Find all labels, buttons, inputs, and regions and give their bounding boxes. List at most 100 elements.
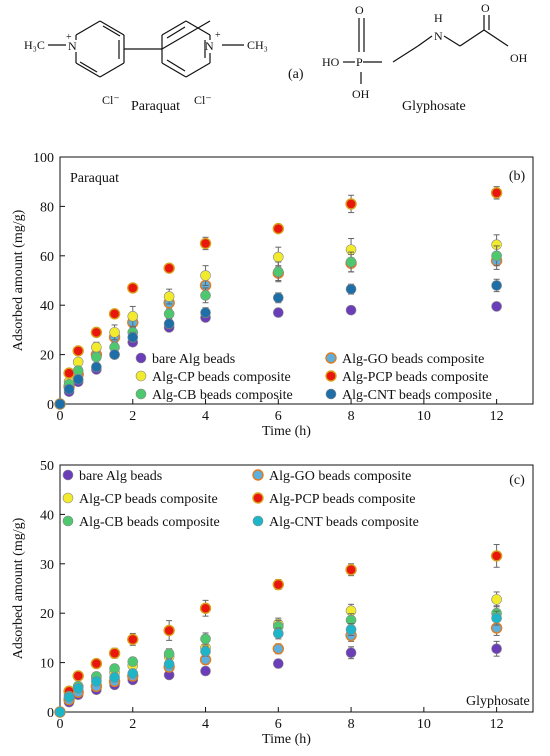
- legend-label: Alg-CNT beads composite: [269, 515, 419, 530]
- chart-glyphosate: 0 2 4 6 8 10 12 0 10 20 30 40 50 Time (h) Adsorbed amo…: [11, 459, 534, 747]
- paraquat-n-right: N: [205, 39, 214, 53]
- data-point: [200, 290, 211, 301]
- x-tick-label: 8: [348, 409, 355, 424]
- data-point: [345, 624, 357, 635]
- glyphosate-nh-h: H: [434, 11, 443, 25]
- data-point: [273, 628, 284, 639]
- data-point: [491, 612, 502, 624]
- data-point: [108, 647, 121, 659]
- x-tick-label: 6: [275, 717, 282, 732]
- x-tick-label: 0: [57, 717, 64, 732]
- x-tick-label: 12: [490, 717, 504, 732]
- structures-panel: [48, 15, 509, 84]
- data-point: [63, 367, 75, 379]
- data-point: [163, 624, 175, 637]
- data-point: [199, 602, 212, 614]
- y-tick-label: 0: [47, 706, 54, 721]
- legend-marker: [325, 388, 337, 400]
- data-point: [163, 291, 175, 302]
- data-point: [491, 643, 502, 655]
- data-point: [200, 307, 211, 318]
- panel-label: (c): [509, 473, 525, 488]
- data-point: [273, 658, 284, 669]
- data-point: [200, 270, 211, 281]
- paraquat-left-methyl: H₃C: [24, 38, 45, 52]
- x-tick-label: 8: [348, 717, 355, 732]
- glyphosate-name: Glyphosate: [402, 99, 466, 114]
- legend-marker: [135, 388, 147, 400]
- y-tick-label: 60: [40, 250, 54, 265]
- x-tick-label: 4: [202, 717, 209, 732]
- data-point: [273, 307, 284, 318]
- y-tick-label: 20: [40, 607, 54, 622]
- legend-label: Alg-GO beads composite: [342, 352, 484, 367]
- y-tick-label: 40: [40, 508, 54, 523]
- data-point: [54, 706, 66, 718]
- legend-marker: [135, 370, 147, 382]
- x-tick-label: 12: [490, 409, 504, 424]
- structure-labels: H₃C N + N + CH₃ Cl⁻ Paraquat Cl⁻ (a) HO …: [24, 1, 528, 114]
- data-point: [163, 318, 175, 330]
- x-axis-label: Time (h): [262, 732, 311, 747]
- data-point: [54, 398, 66, 410]
- data-point: [109, 663, 120, 674]
- data-point: [200, 665, 211, 677]
- paraquat-right-methyl: CH₃: [247, 38, 268, 52]
- glyphosate-o-top-p: O: [355, 3, 364, 17]
- data-point: [163, 262, 175, 274]
- data-point: [272, 222, 285, 235]
- y-tick-label: 20: [40, 349, 54, 364]
- x-axis-label: Time (h): [262, 424, 311, 439]
- paraquat-charge-left: +: [66, 32, 72, 43]
- series-alg-cnt-beads-composite: [54, 278, 502, 410]
- data-point: [163, 658, 175, 670]
- data-point: [491, 594, 502, 605]
- x-tick-label: 0: [57, 409, 64, 424]
- data-point: [127, 656, 139, 667]
- y-tick-label: 0: [47, 398, 54, 413]
- glyphosate-ho-left: HO: [322, 55, 340, 69]
- data-point: [109, 327, 120, 338]
- data-point: [490, 187, 503, 199]
- y-tick-label: 40: [40, 299, 54, 314]
- data-point: [345, 304, 357, 316]
- legend-marker: [325, 352, 337, 364]
- series-alg-pcp-beads-composite: [54, 186, 503, 410]
- data-point: [345, 564, 357, 576]
- plot-frame: [59, 156, 534, 405]
- paraquat-right-ring: [161, 20, 211, 78]
- glyphosate-oh-right: OH: [510, 51, 528, 65]
- data-point: [109, 672, 120, 683]
- x-tick-label: 10: [417, 717, 431, 732]
- data-point: [91, 341, 102, 353]
- legend-marker: [325, 370, 337, 382]
- legend-label: Alg-PCP beads composite: [342, 370, 488, 385]
- data-point: [345, 256, 357, 268]
- data-point: [345, 198, 357, 210]
- data-point: [163, 308, 175, 320]
- data-point: [273, 292, 284, 304]
- data-point: [91, 361, 102, 373]
- data-point: [91, 351, 102, 363]
- legend-marker: [252, 515, 264, 527]
- x-tick-label: 6: [275, 409, 282, 424]
- series-alg-cnt-beads-composite: [54, 610, 502, 718]
- data-point: [63, 383, 75, 395]
- data-point: [199, 237, 212, 250]
- data-point: [163, 648, 175, 660]
- legend-label: Alg-PCP beads composite: [269, 492, 415, 507]
- legend-label: bare Alg beads: [79, 469, 162, 484]
- data-point: [72, 345, 84, 357]
- glyphosate-oh-bottom: OH: [352, 87, 370, 101]
- legend-marker: [135, 352, 147, 364]
- series-alg-cp-beads-composite: [54, 591, 502, 718]
- panel-a-label: (a): [288, 67, 304, 82]
- paraquat-counterion-right: Cl⁻: [194, 93, 212, 107]
- data-point: [72, 373, 84, 385]
- glyphosate-p: P: [356, 55, 363, 69]
- data-point: [272, 643, 285, 655]
- data-point: [72, 682, 84, 694]
- paraquat-name: Paraquat: [131, 99, 180, 114]
- legend: bare Alg beads Alg-GO beads composite Alg-…: [62, 469, 419, 530]
